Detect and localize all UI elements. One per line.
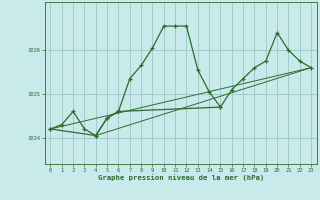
- X-axis label: Graphe pression niveau de la mer (hPa): Graphe pression niveau de la mer (hPa): [98, 175, 264, 181]
